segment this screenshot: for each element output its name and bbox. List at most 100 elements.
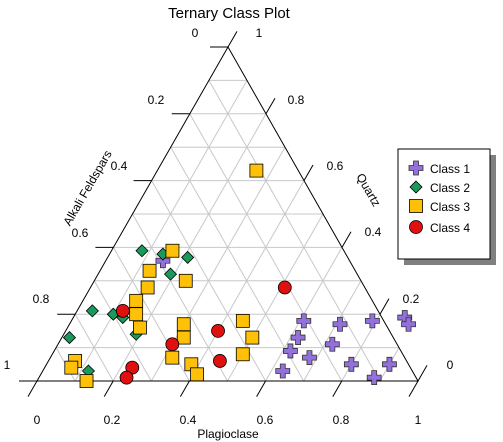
class-2-diamond-marker <box>62 331 77 345</box>
left-tick-label: 0 <box>192 26 199 40</box>
class-3-square-marker <box>140 280 155 295</box>
right-axis-label: Quartz <box>353 171 383 209</box>
bottom-tick-label: 0 <box>34 413 41 427</box>
axis-tick <box>179 380 190 397</box>
class-1-plus-marker <box>332 316 348 332</box>
axis-tick <box>27 380 38 397</box>
axis-tick <box>332 380 343 397</box>
class-4-circle-marker <box>115 303 130 318</box>
class-3-square-marker <box>64 360 79 375</box>
left-axis-label: Alkali Feldspars <box>60 148 114 228</box>
right-tick-label: 0.4 <box>365 225 382 239</box>
class-2-diamond-marker <box>85 304 99 318</box>
axis-tick <box>417 365 428 382</box>
axis-tick <box>265 97 276 115</box>
legend-entry-label: Class 1 <box>430 162 470 176</box>
class-1-plus-marker <box>155 253 171 269</box>
class-1-plus-marker <box>283 343 298 359</box>
left-tick-label: 0.6 <box>72 226 89 240</box>
axis-tick <box>256 380 267 397</box>
grid-line <box>74 80 248 382</box>
class-3-square-marker <box>133 320 147 335</box>
class-1-plus-marker <box>343 356 359 372</box>
bottom-axis-label: Plagioclase <box>197 427 259 441</box>
axis-tick <box>341 231 352 248</box>
data-markers <box>62 163 416 388</box>
right-tick-label: 0 <box>447 358 454 372</box>
legend-plus-marker <box>408 160 424 176</box>
class-3-square-marker <box>190 367 204 382</box>
class-3-square-marker <box>129 293 144 308</box>
class-1-plus-marker <box>366 370 382 386</box>
class-3-square-marker <box>142 263 157 278</box>
class-3-square-marker <box>176 317 191 332</box>
legend-markers <box>408 160 424 234</box>
legend-diamond-marker <box>409 180 423 194</box>
class-2-diamond-marker <box>163 267 178 281</box>
class-1-plus-marker <box>275 363 291 379</box>
grid-line <box>74 313 114 382</box>
right-tick-label: 0.2 <box>403 292 420 306</box>
axis-ticks <box>19 31 428 397</box>
legend-entry-label: Class 4 <box>430 221 470 235</box>
grid-line <box>93 280 152 382</box>
legend-square-marker <box>409 199 423 213</box>
axis-tick <box>227 31 238 48</box>
grid-line <box>170 146 305 382</box>
class-3-square-marker <box>235 313 250 328</box>
axis-tick <box>379 298 390 315</box>
grid-line <box>189 113 343 382</box>
bottom-axis-tick-labels: 0 0.2 0.4 0.6 0.8 1 <box>34 413 422 427</box>
class-1-plus-marker <box>290 330 306 345</box>
class-1-plus-marker <box>401 316 416 332</box>
axis-tick <box>103 380 114 397</box>
grid-line <box>208 80 381 382</box>
class-4-circle-marker <box>119 370 134 385</box>
class-3-square-marker <box>165 350 180 365</box>
left-tick-label: 1 <box>4 358 11 372</box>
bottom-tick-label: 1 <box>415 413 422 427</box>
class-4-circle-marker <box>213 354 227 368</box>
class-1-plus-marker <box>364 313 380 329</box>
class-2-diamond-marker <box>135 244 149 258</box>
grid-line <box>132 213 228 382</box>
axis-tick <box>408 380 419 397</box>
class-3-square-marker <box>165 243 180 258</box>
left-axis-tick-labels: 1 0.8 0.6 0.4 0.2 0 <box>4 26 199 372</box>
class-3-square-marker <box>178 273 193 288</box>
class-3-square-marker <box>249 163 264 178</box>
legend: Class 1 Class 2 Class 3 Class 4 <box>397 148 496 265</box>
class-3-square-marker <box>235 347 250 362</box>
chart-title: Ternary Class Plot <box>168 5 291 22</box>
legend-circle-marker <box>409 220 423 234</box>
bottom-tick-label: 0.2 <box>104 413 121 427</box>
grid-lines <box>55 79 400 382</box>
class-3-square-marker <box>129 307 144 322</box>
class-1-plus-marker <box>324 336 340 352</box>
class-1-plus-marker <box>382 356 397 372</box>
right-tick-label: 0.6 <box>327 159 344 173</box>
class-3-square-marker <box>79 374 94 388</box>
axis-tick <box>303 164 314 181</box>
class-1-plus-marker <box>296 313 312 329</box>
right-tick-label: 1 <box>256 26 263 40</box>
bottom-tick-label: 0.6 <box>257 413 274 427</box>
grid-line <box>303 280 362 382</box>
left-tick-label: 0.4 <box>111 159 128 173</box>
class-3-square-marker <box>176 330 191 345</box>
class-4-circle-marker <box>165 337 180 352</box>
legend-entry-label: Class 2 <box>430 181 470 195</box>
legend-entry-label: Class 3 <box>430 200 470 214</box>
bottom-tick-label: 0.8 <box>333 413 350 427</box>
right-tick-label: 0.8 <box>288 93 305 107</box>
class-1-plus-marker <box>302 350 317 366</box>
triangle-frame <box>36 45 419 382</box>
class-4-circle-marker <box>211 323 225 338</box>
bottom-tick-label: 0.4 <box>180 413 197 427</box>
class-3-square-marker <box>245 330 260 345</box>
left-tick-label: 0.2 <box>148 93 165 107</box>
right-axis-tick-labels: 0 0.2 0.4 0.6 0.8 1 <box>256 26 454 372</box>
class-2-diamond-marker <box>181 250 195 264</box>
class-4-circle-marker <box>277 280 292 295</box>
